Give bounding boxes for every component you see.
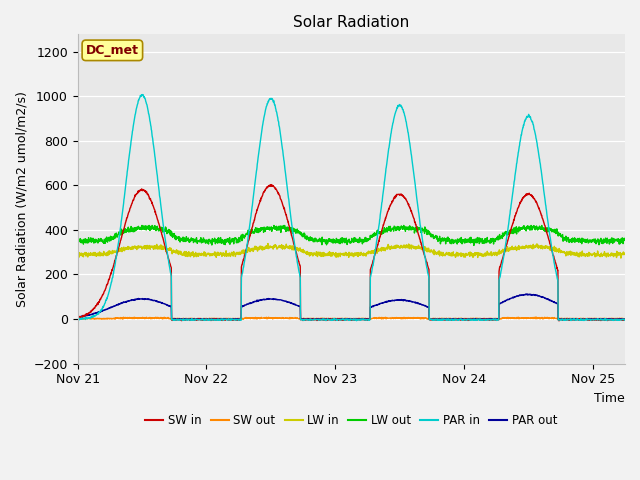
SW out [505,315,513,321]
SW in [340,316,348,322]
SW in [326,317,333,323]
LW out [138,223,146,228]
LW in [605,252,613,258]
LW out [74,239,81,244]
Title: Solar Radiation: Solar Radiation [293,15,410,30]
PAR out [459,316,467,322]
PAR in [102,298,109,304]
SW out [605,316,613,322]
SW out [606,315,614,321]
LW out [102,237,109,243]
PAR in [74,316,81,322]
PAR out [340,316,348,322]
LW in [505,246,513,252]
Line: SW in: SW in [77,185,625,321]
LW out [621,237,629,243]
PAR in [326,317,333,323]
PAR in [621,317,629,323]
LW in [326,249,333,254]
SW out [621,316,629,322]
PAR out [606,316,614,322]
LW out [605,241,613,247]
SW out [326,316,333,322]
PAR out [605,316,613,322]
LW in [74,252,81,258]
LW out [326,236,333,242]
LW in [264,240,272,246]
LW out [340,236,348,241]
X-axis label: Time: Time [595,392,625,405]
SW out [74,316,81,322]
Line: SW out: SW out [77,317,625,319]
SW in [606,317,614,323]
PAR in [353,318,360,324]
PAR in [605,317,613,323]
PAR in [606,317,614,323]
PAR in [340,316,348,322]
Y-axis label: Solar Radiation (W/m2 umol/m2/s): Solar Radiation (W/m2 umol/m2/s) [15,91,28,307]
SW in [555,318,563,324]
LW in [340,251,348,257]
LW out [606,237,614,242]
SW in [605,317,613,323]
Line: LW out: LW out [77,226,625,245]
SW in [102,286,109,291]
LW in [617,255,625,261]
LW in [621,250,629,256]
LW out [506,228,513,234]
Text: DC_met: DC_met [86,44,139,57]
SW out [340,315,348,321]
SW out [120,314,127,320]
SW in [621,317,629,323]
PAR out [621,316,629,322]
LW in [605,252,613,258]
LW in [102,252,109,257]
Line: PAR in: PAR in [77,95,625,321]
LW out [470,242,477,248]
PAR out [505,297,513,302]
Legend: SW in, SW out, LW in, LW out, PAR in, PAR out: SW in, SW out, LW in, LW out, PAR in, PA… [141,409,562,432]
SW out [102,316,109,322]
PAR out [326,316,333,322]
SW in [505,234,513,240]
PAR in [138,92,146,97]
PAR out [526,291,534,297]
Line: LW in: LW in [77,243,625,258]
Line: PAR out: PAR out [77,294,625,319]
PAR out [102,307,109,312]
SW in [74,314,81,320]
PAR in [506,217,513,223]
SW out [604,316,611,322]
SW in [268,182,275,188]
PAR out [74,314,81,320]
